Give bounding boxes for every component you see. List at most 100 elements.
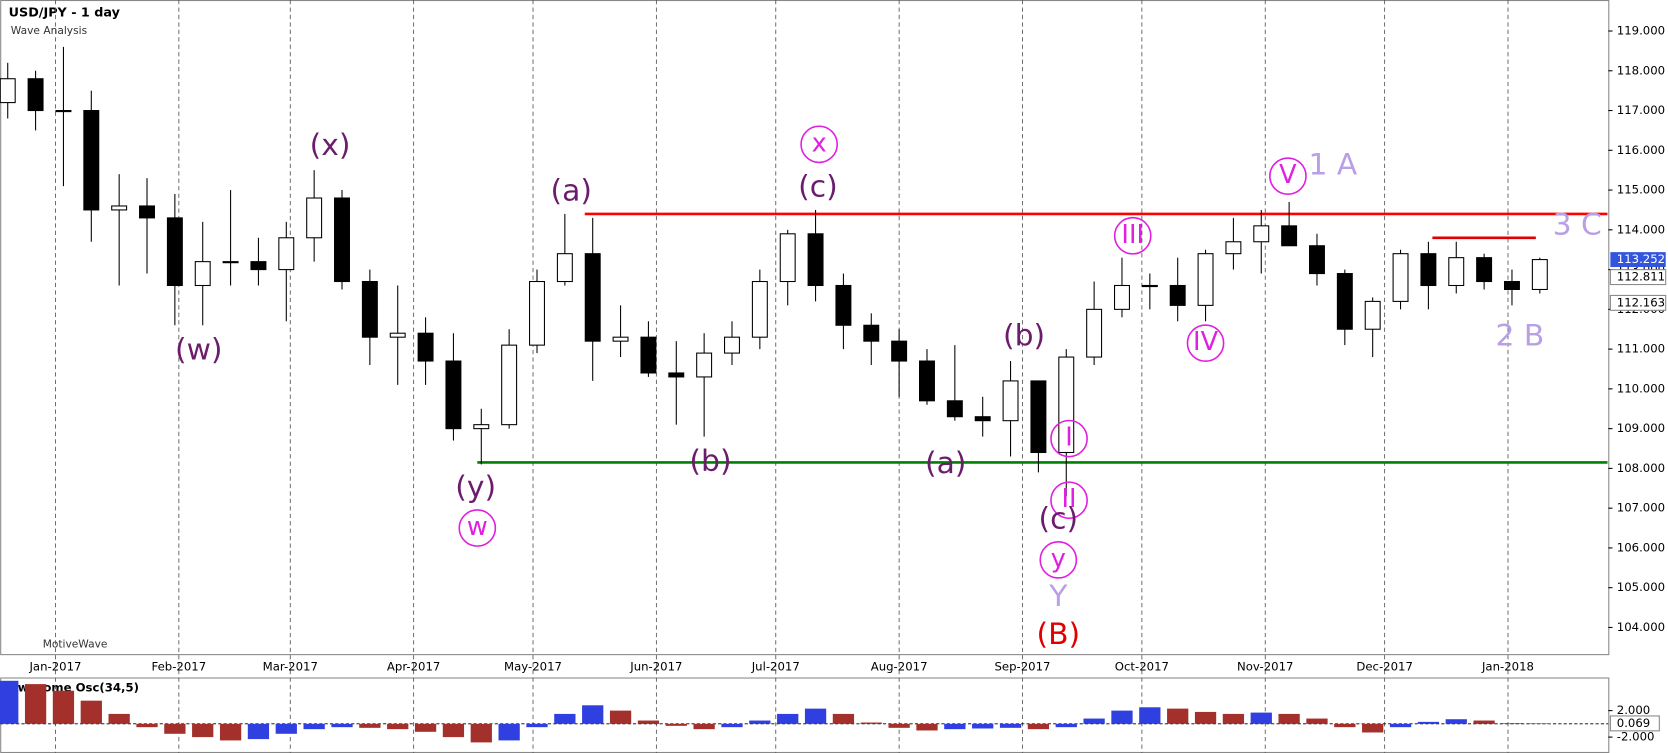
- osc-bar: [1529, 723, 1551, 724]
- candle-body: [1114, 284, 1130, 310]
- osc-bar: [1278, 713, 1300, 724]
- wave-label: (c): [1039, 502, 1079, 537]
- candle-body: [974, 416, 991, 422]
- osc-bar: [1027, 723, 1050, 730]
- osc-bar: [1194, 711, 1217, 724]
- osc-tag-label: 0.069: [1617, 716, 1650, 730]
- wave-label: III: [1121, 220, 1144, 250]
- y-tick-label: 111.000: [1617, 342, 1665, 356]
- osc-bar: [108, 713, 130, 724]
- osc-bar: [164, 723, 186, 734]
- candle-body: [1141, 284, 1158, 288]
- x-tick-label: May-2017: [504, 659, 562, 673]
- osc-bar: [80, 700, 102, 724]
- osc-bar: [1139, 707, 1161, 724]
- price-tag-label: 112.811: [1617, 270, 1665, 284]
- osc-bar: [832, 713, 855, 724]
- candle-body: [1336, 273, 1353, 330]
- wave-label: (w): [175, 333, 223, 368]
- wave-circle: [458, 509, 497, 547]
- candle-body: [139, 205, 155, 219]
- candle-body: [417, 332, 434, 362]
- candle-body: [1364, 300, 1381, 330]
- candle-body: [696, 352, 713, 378]
- y-tick-label: 117.000: [1617, 103, 1665, 117]
- candle-body: [1169, 284, 1186, 306]
- candle-body: [724, 336, 740, 354]
- candle-body: [389, 332, 406, 338]
- candle-body: [1058, 356, 1075, 454]
- osc-bar: [1473, 720, 1495, 724]
- osc-bar: [414, 723, 437, 732]
- osc-bar: [1111, 710, 1133, 724]
- wave-circle: [800, 125, 839, 164]
- wave-label: II: [1062, 484, 1077, 514]
- y-tick-label: 115.000: [1617, 183, 1665, 197]
- osc-bar: [303, 723, 325, 730]
- wave-label: IV: [1193, 327, 1219, 357]
- y-tick-label: 105.000: [1617, 580, 1665, 594]
- candle-body: [334, 197, 350, 283]
- wave-label: (c): [798, 170, 838, 205]
- candle-body: [556, 253, 573, 283]
- osc-bar: [665, 723, 687, 726]
- candle-body: [1531, 259, 1548, 291]
- wave-label: (B): [1036, 617, 1080, 652]
- osc-bar: [136, 723, 158, 728]
- osc-bar: [1389, 723, 1412, 728]
- price-tag: [1609, 269, 1667, 286]
- osc-tag: [1609, 715, 1660, 732]
- candle-body: [891, 340, 908, 362]
- y-tick-label: -2.000: [1617, 730, 1655, 744]
- wave-label: (x): [310, 128, 351, 163]
- y-tick-label: 110.000: [1617, 381, 1665, 395]
- y-tick-label: 108.000: [1617, 461, 1665, 475]
- osc-bar: [247, 723, 270, 740]
- candle-body: [1476, 257, 1493, 283]
- x-tick-label: Jan-2018: [1481, 659, 1534, 673]
- osc-bar: [1334, 723, 1356, 728]
- osc-bar: [526, 723, 548, 728]
- osc-bar: [1055, 723, 1077, 728]
- osc-bar: [1417, 721, 1440, 724]
- y-tick-label: 107.000: [1617, 501, 1665, 515]
- candle-body: [445, 360, 462, 430]
- wave-circle: [1050, 481, 1088, 520]
- chart-title: USD/JPY - 1 day: [9, 5, 121, 20]
- candle-body: [250, 261, 267, 271]
- price-tag-label: 112.163: [1617, 295, 1665, 309]
- y-tick-label: 116.000: [1617, 143, 1665, 157]
- chart-subtitle: Wave Analysis: [11, 24, 88, 37]
- x-tick-label: Jun-2017: [629, 659, 682, 673]
- candle-body: [612, 336, 629, 342]
- x-tick-label: Mar-2017: [263, 659, 318, 673]
- wave-label: (y): [455, 470, 496, 505]
- candle-body: [473, 424, 490, 430]
- wave-label: (b): [689, 444, 731, 479]
- candle-body: [166, 217, 183, 287]
- x-tick-label: Dec-2017: [1356, 659, 1413, 673]
- price-tag: [1609, 294, 1667, 311]
- candle-body: [1086, 308, 1103, 358]
- watermark: MotiveWave: [43, 638, 108, 651]
- candle-body: [111, 205, 128, 211]
- wave-circle: [1039, 540, 1078, 579]
- candle-body: [529, 280, 545, 346]
- y-tick-label: 118.000: [1617, 63, 1665, 77]
- osc-bar: [219, 723, 242, 741]
- osc-bar: [24, 684, 47, 724]
- candle-body: [640, 336, 657, 374]
- candle-body: [779, 233, 796, 283]
- wave-label: 2 B: [1496, 319, 1545, 354]
- candle-body: [1392, 253, 1409, 302]
- candle-body: [222, 261, 239, 264]
- price-panel: [0, 0, 1610, 656]
- osc-bar: [721, 723, 743, 728]
- candle-body: [194, 261, 211, 287]
- osc-bar: [52, 690, 75, 724]
- candle-body: [1420, 253, 1437, 287]
- candle-body: [1503, 280, 1520, 291]
- wave-label: w: [467, 512, 488, 542]
- osc-bar: [359, 723, 381, 728]
